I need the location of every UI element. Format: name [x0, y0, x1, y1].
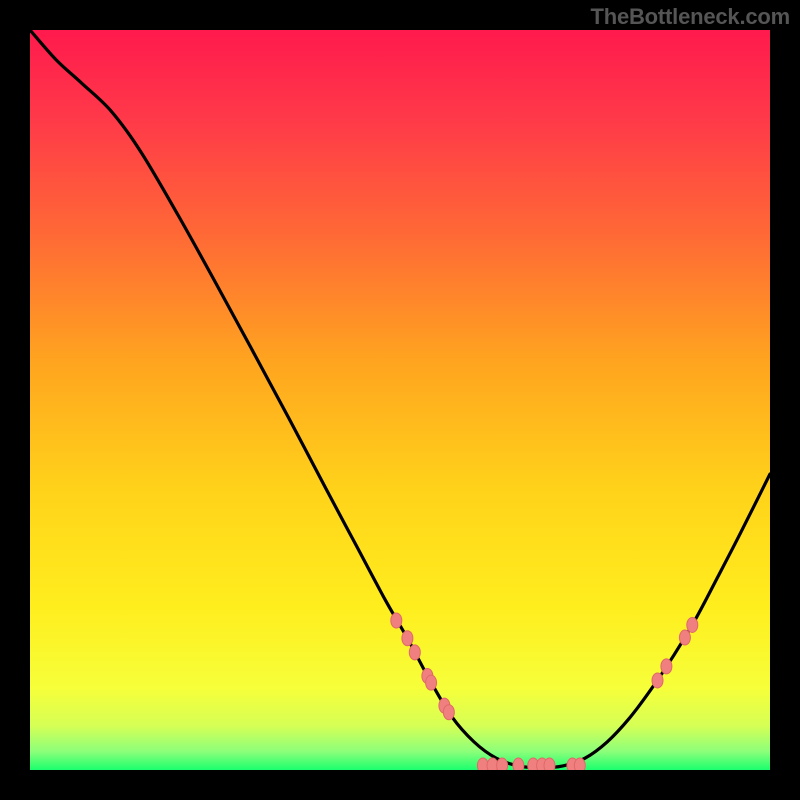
data-marker	[402, 631, 413, 646]
data-marker	[409, 645, 420, 660]
data-marker	[544, 758, 555, 770]
data-marker	[391, 613, 402, 628]
data-marker	[497, 758, 508, 770]
gradient-background	[30, 30, 770, 770]
data-marker	[426, 675, 437, 690]
data-marker	[687, 617, 698, 632]
data-marker	[652, 673, 663, 688]
data-marker	[513, 758, 524, 770]
chart-svg	[30, 30, 770, 770]
watermark-text: TheBottleneck.com	[590, 4, 790, 30]
data-marker	[443, 705, 454, 720]
chart-plot-area	[30, 30, 770, 770]
data-marker	[679, 630, 690, 645]
data-marker	[574, 758, 585, 770]
data-marker	[661, 659, 672, 674]
